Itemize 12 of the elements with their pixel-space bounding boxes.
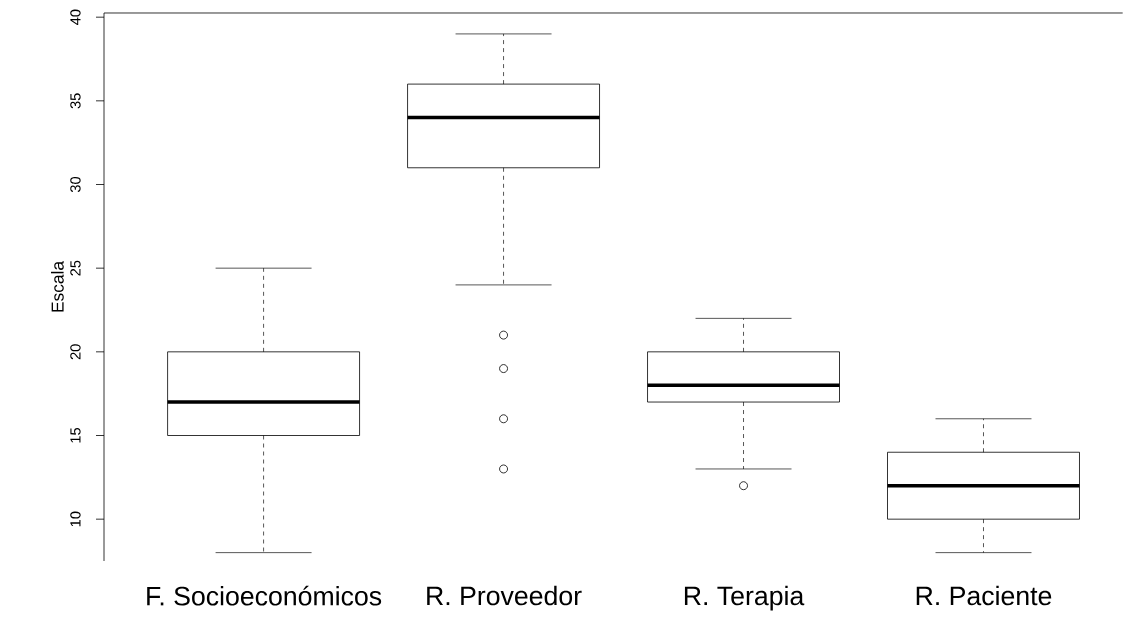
x-tick-label: R. Terapia <box>684 585 805 611</box>
y-tick-label: 25 <box>70 260 81 276</box>
x-tick-label: F. Socioeconómicos <box>147 585 382 606</box>
x-tick-label: R. Paciente <box>916 585 1052 606</box>
y-tick-label: 15 <box>70 427 81 443</box>
y-tick-label: 35 <box>70 93 81 109</box>
y-tick-label: 10 <box>70 511 81 527</box>
y-tick-label: 20 <box>70 344 81 360</box>
y-tick-label: 40 <box>70 9 81 25</box>
y-axis-title: Escala <box>51 260 64 312</box>
x-tick-label: R. Proveedor <box>427 585 582 606</box>
y-tick-label: 30 <box>70 176 81 193</box>
